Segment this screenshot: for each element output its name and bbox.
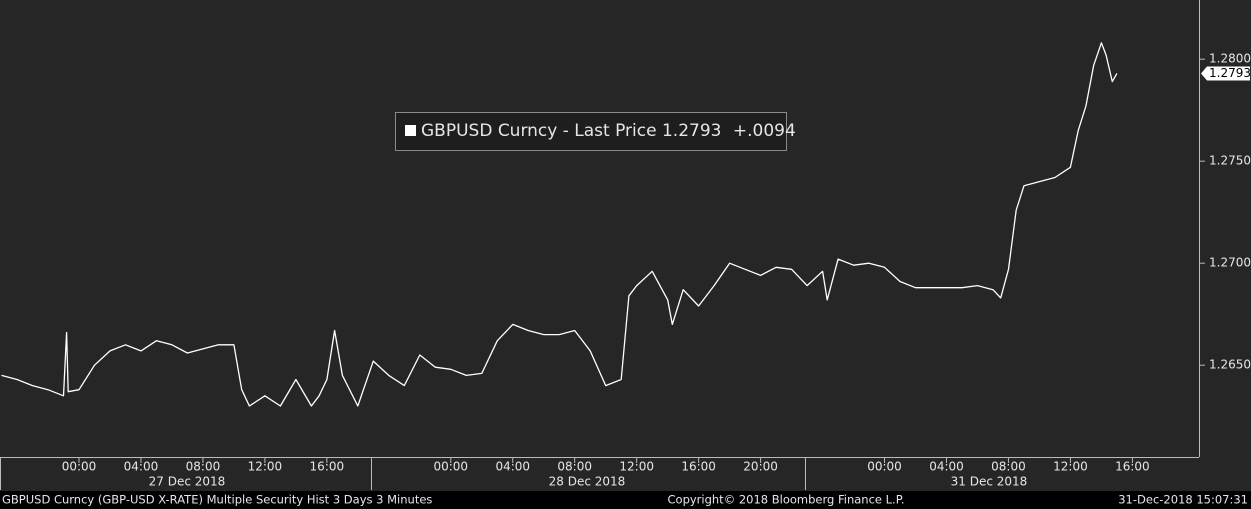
x-tick-label: 12:00 (1053, 460, 1088, 474)
footer-right: 31-Dec-2018 15:07:31 (1118, 493, 1248, 507)
footer-left: GBPUSD Curncy (GBP-USD X-RATE) Multiple … (2, 493, 432, 507)
x-tick-label: 20:00 (743, 460, 778, 474)
legend-box (395, 112, 787, 151)
x-tick-label: 08:00 (557, 460, 592, 474)
last-price-tag (1201, 66, 1250, 81)
y-tick-label: 1.2750 (1209, 154, 1251, 168)
date-label: 28 Dec 2018 (549, 475, 626, 489)
y-tick-label: 1.2700 (1209, 256, 1251, 270)
y-tick-label: 1.2650 (1209, 358, 1251, 372)
x-tick-label: 16:00 (681, 460, 716, 474)
x-tick-label: 08:00 (991, 460, 1026, 474)
legend-series-name: GBPUSD Curncy - Last Price (421, 121, 657, 141)
date-label: 27 Dec 2018 (149, 475, 226, 489)
legend: GBPUSD Curncy - Last Price 1.2793 +.0094 (395, 112, 796, 151)
price-line (1, 42, 1118, 407)
x-tick-label: 04:00 (495, 460, 530, 474)
x-tick-label: 16:00 (1115, 460, 1150, 474)
last-price-label: 1.2793 (1209, 66, 1251, 80)
x-tick-label: 04:00 (929, 460, 964, 474)
date-label: 31 Dec 2018 (951, 475, 1028, 489)
footer-center: Copyright© 2018 Bloomberg Finance L.P. (668, 493, 905, 507)
x-tick-label: 12:00 (619, 460, 654, 474)
x-tick-label: 00:00 (433, 460, 468, 474)
x-tick-label: 12:00 (248, 460, 283, 474)
x-tick-label: 04:00 (124, 460, 159, 474)
x-tick-label: 08:00 (186, 460, 221, 474)
x-tick-label: 16:00 (310, 460, 345, 474)
x-tick-label: 00:00 (867, 460, 902, 474)
footer-bar (0, 491, 1251, 509)
legend-change: +.0094 (733, 121, 796, 141)
y-tick-label: 1.2800 (1209, 52, 1251, 66)
legend-last-price: 1.2793 (662, 121, 721, 141)
x-tick-label: 00:00 (62, 460, 97, 474)
legend-label: GBPUSD Curncy - Last Price 1.2793 +.0094 (421, 121, 796, 141)
legend-swatch (405, 125, 416, 136)
